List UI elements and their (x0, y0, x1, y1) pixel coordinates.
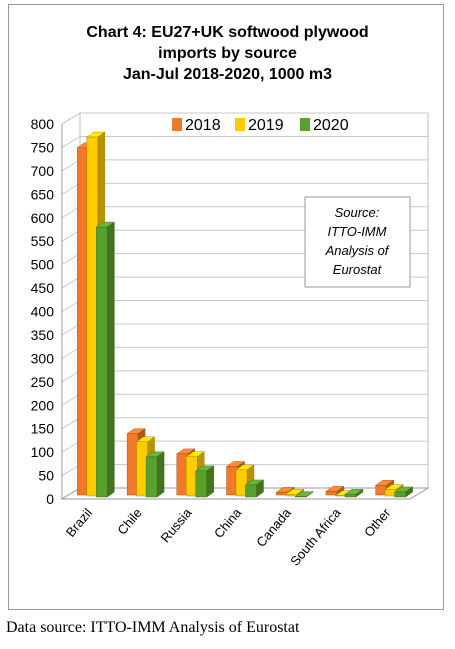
x-tick-label: Chile (114, 505, 145, 537)
bar (145, 456, 158, 498)
bar (394, 491, 406, 498)
source-text: Eurostat (333, 262, 383, 277)
y-tick-label: 450 (31, 280, 55, 296)
legend-label: 2020 (313, 117, 349, 134)
y-tick-label: 300 (31, 350, 55, 366)
source-box (304, 196, 411, 288)
gridline (61, 135, 428, 148)
source-text: Analysis of (325, 243, 390, 258)
legend-swatch (172, 118, 182, 131)
y-tick-label: 350 (31, 327, 55, 343)
source-annotation: Source: ITTO-IMM Analysis of Eurostat (304, 196, 411, 288)
y-tick-label: 500 (31, 257, 55, 273)
bar (344, 494, 357, 498)
x-tick-label: Canada (253, 505, 294, 550)
y-tick-label: 650 (31, 186, 55, 202)
bar (235, 469, 248, 497)
bar (285, 494, 297, 497)
y-tick-label: 50 (38, 468, 54, 484)
bar-side (107, 221, 115, 498)
x-tick-label: Other (361, 505, 394, 540)
y-tick-label: 700 (31, 163, 55, 179)
y-tick-label: 200 (31, 397, 55, 413)
y-tick-label: 400 (31, 304, 55, 320)
bar (195, 470, 207, 498)
legend-label: 2019 (248, 117, 284, 134)
y-tick-label: 250 (31, 374, 55, 390)
bar-side (156, 451, 165, 498)
y-tick-label: 150 (31, 421, 55, 437)
x-tick-label: Brazil (63, 505, 95, 540)
x-tick-label: Russia (158, 505, 196, 546)
source-text: Source: (335, 205, 380, 220)
y-tick-label: 600 (31, 210, 55, 226)
legend: 2018 2019 2020 (172, 117, 349, 134)
y-tick-label: 800 (31, 116, 55, 132)
bar-side (206, 465, 214, 498)
chart-title-line-2: imports by source (158, 45, 297, 62)
legend-swatch (235, 118, 245, 131)
bar (96, 226, 108, 498)
x-tick-label: South Africa (287, 505, 344, 569)
legend-swatch (300, 118, 310, 131)
x-tick-label: China (211, 505, 245, 541)
footer-source: Data source: ITTO-IMM Analysis of Eurost… (6, 619, 300, 636)
y-tick-label: 750 (31, 139, 55, 155)
bar (325, 491, 338, 496)
gridline (61, 112, 428, 125)
bar (245, 484, 257, 498)
y-tick-label: 550 (31, 233, 55, 249)
bars (76, 131, 414, 498)
y-axis-ticks: 0 50 100 150 200 250 300 350 400 450 500 550 600 650 7… (31, 116, 55, 507)
y-tick-label: 100 (31, 444, 55, 460)
chart-title-line-1: Chart 4: EU27+UK softwood plywood (86, 24, 369, 41)
y-tick-label: 0 (46, 491, 54, 507)
chart-title-line-3: Jan-Jul 2018-2020, 1000 m3 (122, 66, 333, 83)
legend-label: 2018 (185, 117, 221, 134)
source-text: ITTO-IMM (328, 224, 387, 239)
